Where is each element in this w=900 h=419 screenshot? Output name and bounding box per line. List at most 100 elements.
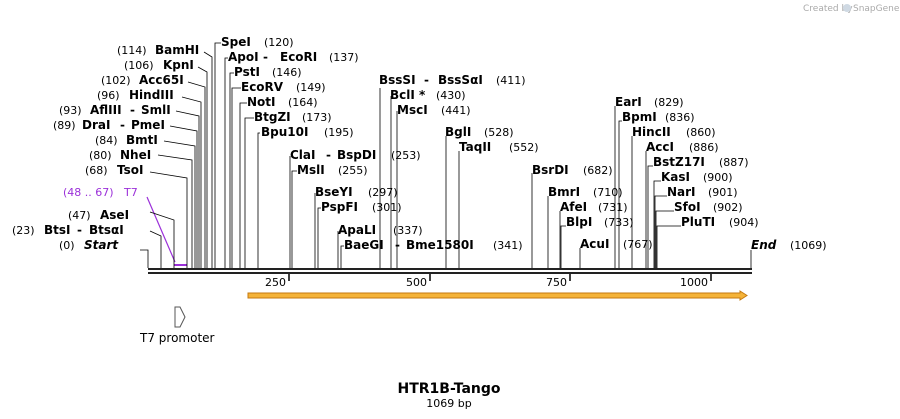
site-name: PluTI <box>681 215 715 229</box>
site-drai[interactable]: (89) DraI - PmeI <box>53 118 165 132</box>
site-pos: (904) <box>729 216 759 229</box>
site-tsoi[interactable]: (68) TsoI <box>85 163 143 177</box>
site-afliii[interactable]: (93) AflIII - SmlI <box>59 103 171 117</box>
site-name: BtgZI <box>254 110 291 124</box>
site-eari[interactable]: EarI (829) <box>615 95 684 109</box>
site-labels: (0) Start (23) BtsI - BtsαI (47) AseI (6… <box>12 35 827 252</box>
site-leader <box>317 207 321 268</box>
site-leader <box>140 249 149 268</box>
site-name: BseYI <box>315 185 353 199</box>
site-msli[interactable]: MslI (255) <box>297 163 368 177</box>
site-apali[interactable]: ApaLI (337) <box>338 223 423 237</box>
site-acci[interactable]: AccI (886) <box>646 140 719 154</box>
site-pos: (253) <box>391 149 421 162</box>
site-clai[interactable]: ClaI - BspDI (253) <box>290 148 421 162</box>
site-kasi[interactable]: KasI (900) <box>661 170 733 184</box>
site-start[interactable]: (0) Start <box>59 238 119 252</box>
site-bmri[interactable]: BmrI (710) <box>548 185 623 199</box>
site-bmti[interactable]: (84) BmtI <box>95 133 158 147</box>
site-pluti[interactable]: PluTI (904) <box>681 215 759 229</box>
site-pos: (106) <box>124 59 154 72</box>
site-hincii[interactable]: HincII (860) <box>632 125 716 139</box>
site-name: BaeGI <box>344 238 384 252</box>
site-separator: - <box>326 148 331 162</box>
site-bamhi[interactable]: (114) BamHI <box>117 43 199 57</box>
site-bsssi[interactable]: BssSI - BssSαI (411) <box>379 73 526 87</box>
site-bseyi[interactable]: BseYI (297) <box>315 185 398 199</box>
site-name: AfeI <box>560 200 587 214</box>
site-sfoi[interactable]: SfoI (902) <box>674 200 743 214</box>
site-ecorv[interactable]: EcoRV (149) <box>241 80 326 94</box>
site-name: BmrI <box>548 185 580 199</box>
site-pos: (255) <box>338 164 368 177</box>
site-name: SfoI <box>674 200 701 214</box>
site-name: NarI <box>667 185 696 199</box>
site-name-alt: Bme1580I <box>406 238 474 252</box>
t7-promoter-feature[interactable]: T7 promoter <box>139 306 215 345</box>
site-bpmi[interactable]: BpmI (836) <box>622 110 695 124</box>
site-leader <box>203 51 213 268</box>
site-name: ClaI <box>290 148 315 162</box>
site-bgli[interactable]: BglI (528) <box>445 125 514 139</box>
site-nhei[interactable]: (80) NheI <box>89 148 151 162</box>
orf-feature[interactable] <box>247 290 748 301</box>
site-end[interactable]: End (1069) <box>751 238 827 252</box>
site-msci[interactable]: MscI (441) <box>397 103 471 117</box>
site-pos: (902) <box>713 201 743 214</box>
credit-brand: SnapGene <box>853 4 900 14</box>
tick-label: 1000 <box>680 276 708 289</box>
site-leader <box>618 120 622 268</box>
site-leader <box>656 225 681 268</box>
site-name: PspFI <box>321 200 358 214</box>
site-blpi[interactable]: BlpI (733) <box>566 215 634 229</box>
site-baegi[interactable]: BaeGI - Bme1580I (341) <box>344 238 523 252</box>
site-leader <box>169 125 198 268</box>
site-pos: (301) <box>372 201 402 214</box>
site-bsrdi[interactable]: BsrDI (682) <box>532 163 613 177</box>
primer-t7[interactable]: (48 .. 67) T7 <box>63 186 187 266</box>
site-name: BssSI <box>379 73 416 87</box>
site-name: EcoRV <box>241 80 284 94</box>
site-btsi[interactable]: (23) BtsI - BtsαI <box>12 223 124 237</box>
site-kpni[interactable]: (106) KpnI <box>124 58 194 72</box>
site-name: ApoI <box>228 50 259 64</box>
site-acc65i[interactable]: (102) Acc65I <box>101 73 184 87</box>
site-pos: (528) <box>484 126 514 139</box>
site-bpu10i[interactable]: Bpu10I (195) <box>261 125 354 139</box>
primer-range: (48 .. 67) <box>63 186 114 199</box>
site-apoi[interactable]: ApoI - EcoRI (137) <box>228 50 359 64</box>
site-psti[interactable]: PstI (146) <box>234 65 302 79</box>
site-acui[interactable]: AcuI (767) <box>580 237 653 251</box>
site-noti[interactable]: NotI (164) <box>247 95 318 109</box>
site-pos: (733) <box>604 216 634 229</box>
tick-label: 750 <box>546 276 567 289</box>
site-leader <box>197 66 208 268</box>
primer-bar[interactable] <box>174 264 187 266</box>
site-leader <box>214 42 221 268</box>
site-pos: (173) <box>302 111 332 124</box>
site-name-alt: BspDI <box>337 148 376 162</box>
feature-label-t7-promoter: T7 promoter <box>139 331 215 345</box>
site-afei[interactable]: AfeI (731) <box>560 200 628 214</box>
site-leaders <box>140 42 752 268</box>
site-nari[interactable]: NarI (901) <box>667 185 738 199</box>
site-asei[interactable]: (47) AseI <box>68 208 129 222</box>
site-pspfi[interactable]: PspFI (301) <box>321 200 402 214</box>
site-pos: (829) <box>654 96 684 109</box>
site-pos: (93) <box>59 104 82 117</box>
site-leader <box>175 110 200 268</box>
site-name: AccI <box>646 140 674 154</box>
orf-arrow[interactable] <box>247 290 748 301</box>
site-hindiii[interactable]: (96) HindIII <box>97 88 174 102</box>
site-name: BtsI <box>44 223 71 237</box>
site-pos: (552) <box>509 141 539 154</box>
site-bcli[interactable]: BclI * (430) <box>390 88 466 102</box>
site-name: BpmI <box>622 110 657 124</box>
site-bstz17i[interactable]: BstZ17I (887) <box>653 155 749 169</box>
site-spei[interactable]: SpeI (120) <box>221 35 294 49</box>
site-name-alt: BtsαI <box>89 223 124 237</box>
site-btgzi[interactable]: BtgZI (173) <box>254 110 332 124</box>
promoter-arrow-icon[interactable] <box>174 306 186 328</box>
site-separator: - <box>424 73 429 87</box>
site-taqii[interactable]: TaqII (552) <box>459 140 539 154</box>
